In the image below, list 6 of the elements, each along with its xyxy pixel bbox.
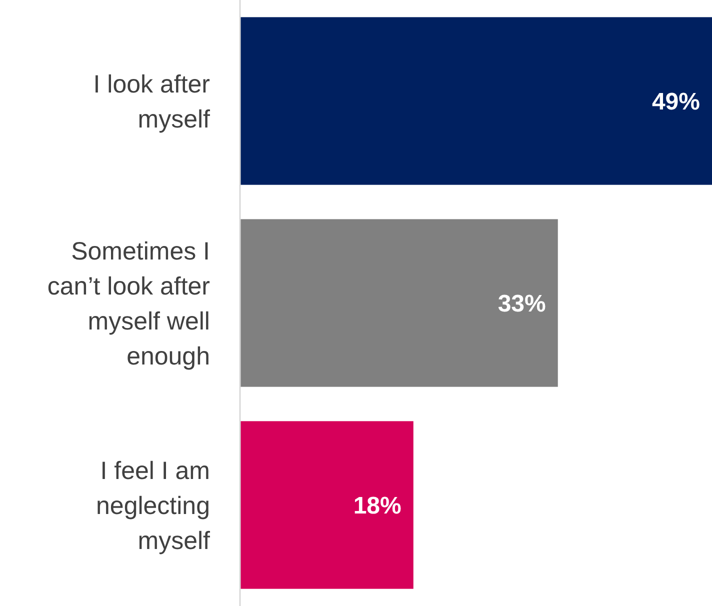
data-label: 33% — [498, 290, 546, 318]
y-tick-label: Sometimes I can’t look after myself well enough — [47, 237, 210, 370]
y-tick-label: I feel I am neglecting myself — [96, 456, 210, 555]
y-tick-label: I look after myself — [93, 70, 210, 134]
data-label: 49% — [652, 88, 700, 116]
data-label: 18% — [353, 492, 402, 520]
